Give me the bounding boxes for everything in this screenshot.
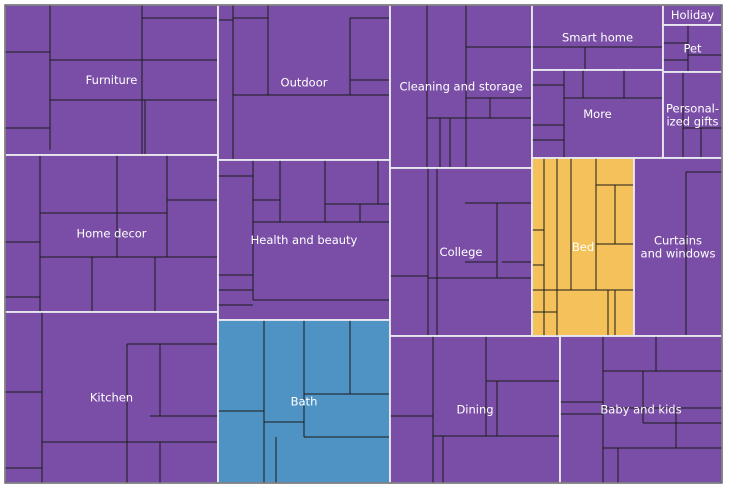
tile-label-cleaning-and-storage: Cleaning and storage: [399, 80, 522, 94]
chart-frame: [4, 4, 723, 484]
tile-label-home-decor: Home decor: [76, 227, 146, 241]
tile-label-personal-ized-gifts: Personal-ized gifts: [666, 102, 719, 129]
tile-cleaning-and-storage: [389, 4, 533, 169]
tile-label-holiday: Holiday: [671, 8, 714, 22]
tile-label-furniture: Furniture: [86, 73, 138, 87]
tile-baby-and-kids: [559, 335, 723, 484]
tile-label-kitchen: Kitchen: [90, 391, 133, 405]
tile-label-smart-home: Smart home: [562, 31, 633, 45]
tile-health-and-beauty: [217, 159, 391, 321]
tile-dining: [389, 335, 561, 484]
tile-furniture: [4, 4, 219, 156]
tile-label-curtains-and-windows: Curtains and windows: [641, 234, 716, 261]
tile-label-dining: Dining: [456, 403, 493, 417]
tile-label-outdoor: Outdoor: [281, 76, 328, 90]
tile-label-pet: Pet: [683, 42, 702, 56]
treemap-tiles: [4, 4, 723, 484]
tile-label-baby-and-kids: Baby and kids: [600, 403, 681, 417]
tile-label-bath: Bath: [291, 395, 318, 409]
tile-curtains-and-windows: [633, 157, 723, 337]
tile-college: [389, 167, 533, 337]
tile-kitchen: [4, 311, 219, 484]
tile-label-health-and-beauty: Health and beauty: [251, 233, 358, 247]
tile-label-more: More: [583, 107, 612, 121]
tile-label-college: College: [440, 245, 483, 259]
tile-label-bed: Bed: [572, 240, 594, 254]
treemap-labels: Furniture Home decor Kitchen Outdoor Health …: [76, 8, 719, 417]
